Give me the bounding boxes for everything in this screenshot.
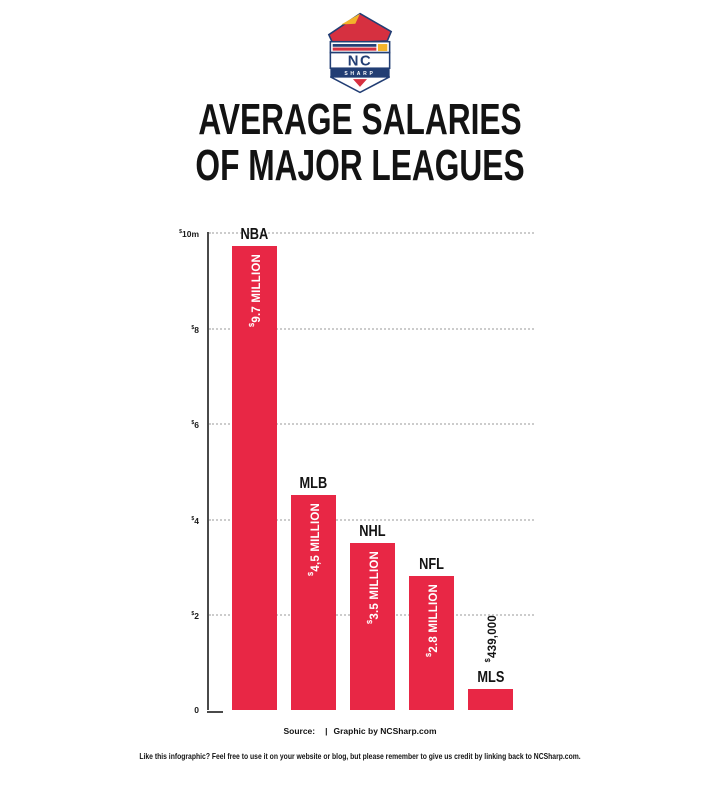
title-line-2: OF MAJOR LEAGUES [195, 141, 525, 190]
source-separator: | [325, 726, 328, 736]
bar-category-label: NBA [240, 226, 269, 244]
bar-mlb: $4,5 MILLION [291, 494, 336, 710]
gridline [209, 518, 534, 521]
credit-site-link[interactable]: NCSharp.com [380, 726, 437, 736]
chart-title: AVERAGE SALARIES OF MAJOR LEAGUES [0, 97, 720, 189]
ncsharp-logo-icon: NC SHARP [327, 12, 393, 94]
y-axis-tick-label: $10m [179, 228, 199, 239]
source-label: Source: [283, 726, 316, 736]
y-axis-tick-label: 0 [194, 705, 199, 715]
bar-value-label: $4,5 MILLION [306, 502, 322, 576]
gridline [209, 327, 534, 330]
bar-group-mlb: MLB $4,5 MILLION [291, 475, 336, 710]
bar-value-label: $3.5 MILLION [365, 550, 381, 624]
bar-category-label: NHL [359, 522, 386, 540]
title-line-1: AVERAGE SALARIES [198, 95, 522, 144]
y-axis-tick-label: $2 [191, 611, 199, 622]
bar-group-nfl: NFL $2.8 MILLION [409, 556, 454, 710]
chart-plot-area: NBA $9.7 MILLION MLB $4,5 MILLION NHL $3.5 MI… [207, 226, 534, 713]
bar-group-nba: NBA $9.7 MILLION [232, 226, 277, 710]
gridline [209, 232, 534, 234]
bar-group-nhl: NHL $3.5 MILLION [350, 523, 395, 710]
gridline [209, 423, 534, 426]
y-axis-tick-labels: $10m $8 $6 $4 $2 0 [165, 229, 203, 715]
bar-nfl: $2.8 MILLION [409, 576, 454, 710]
ncsharp-logo: NC SHARP [321, 12, 399, 99]
source-line: Source: | Graphic by NCSharp.com [0, 726, 720, 736]
bar-value-label: $2.8 MILLION [424, 584, 440, 658]
bar-category-label: MLS [476, 669, 505, 687]
logo-nc-text: NC [348, 53, 373, 69]
bar-group-mls: $439,000 MLS [468, 615, 513, 710]
y-axis-tick-label: $8 [191, 324, 199, 335]
bar-value-label: $439,000 [483, 614, 499, 663]
bar-value-label: $9.7 MILLION [247, 254, 263, 328]
y-axis-tick-label: $4 [191, 515, 199, 526]
credit-prefix: Graphic by [333, 726, 378, 736]
disclaimer-text: Like this infographic? Feel free to use … [139, 751, 581, 761]
logo-sharp-text: SHARP [344, 71, 375, 77]
bar-nhl: $3.5 MILLION [350, 542, 395, 710]
bar-nba: $9.7 MILLION [232, 246, 277, 710]
bar-category-label: MLB [299, 474, 328, 492]
bar-mls [468, 689, 513, 710]
y-axis-tick-label: $6 [191, 420, 199, 431]
bar-category-label: NFL [419, 556, 444, 574]
